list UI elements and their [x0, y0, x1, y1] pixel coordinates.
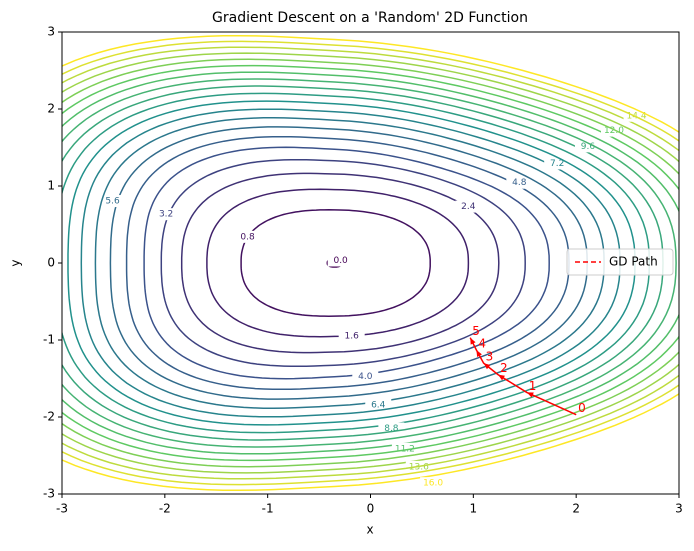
y-tick-label: 1 — [47, 179, 55, 193]
contour-label-bg — [506, 176, 533, 189]
contour-label: 4.0 — [358, 372, 373, 382]
x-tick-label: 3 — [675, 502, 683, 516]
contour-line — [62, 58, 679, 468]
gd-path — [469, 337, 577, 416]
contour-label-bg — [378, 422, 405, 435]
contour-label-bg — [574, 140, 601, 153]
gd-step-label: 3 — [486, 350, 494, 364]
plot-frame — [61, 31, 680, 495]
contour-label-bg — [153, 208, 180, 221]
gd-arrow — [476, 350, 482, 357]
gd-step-label: 4 — [478, 337, 486, 351]
contour-line — [62, 78, 677, 448]
contour-line — [62, 64, 679, 462]
gd-step-label: 0 — [578, 401, 586, 415]
y-axis-label: y — [9, 259, 23, 266]
contour-label: 1.6 — [345, 332, 360, 342]
contour-label-bg — [99, 195, 126, 208]
contour-label: 6.4 — [371, 400, 386, 410]
x-tick-label: 0 — [367, 502, 375, 516]
gd-step-label: 5 — [472, 324, 480, 338]
contour-label: 0.8 — [240, 232, 255, 242]
contour-label: 3.2 — [159, 210, 173, 220]
contour-line — [160, 158, 526, 368]
legend-box — [566, 248, 674, 276]
contour-label: 2.4 — [461, 202, 476, 212]
gd-arrow — [470, 337, 476, 345]
gd-arrow — [483, 363, 491, 370]
y-tick-label: 2 — [47, 102, 55, 116]
contour-label: 4.8 — [512, 178, 527, 188]
y-tick-label: -1 — [43, 333, 55, 347]
contour-label: 8.8 — [384, 424, 399, 434]
legend-label: GD Path — [609, 255, 658, 269]
contour-label: 0.0 — [333, 256, 348, 266]
contour-line — [180, 172, 500, 354]
contour-line — [62, 46, 679, 480]
contour-line — [62, 34, 679, 492]
x-axis-label: x — [366, 523, 373, 537]
x-tick-label: 2 — [572, 502, 580, 516]
contour-line — [62, 52, 679, 474]
contour-label-bg — [365, 398, 392, 411]
contour-line — [143, 146, 550, 380]
contour-line — [62, 92, 651, 434]
y-tick-label: 3 — [47, 25, 55, 39]
gd-arrow — [526, 392, 534, 398]
contour-label: 7.2 — [550, 159, 564, 169]
gd-step-label: 1 — [529, 379, 537, 393]
contour-line — [240, 209, 431, 317]
contour-label: 16.0 — [423, 479, 443, 489]
y-tick-label: -3 — [43, 487, 55, 501]
contour-line — [62, 71, 679, 455]
y-tick-label: 0 — [47, 256, 55, 270]
contour-label: 5.6 — [105, 197, 120, 207]
contour-label-bg — [455, 200, 482, 213]
contour-label-bg — [352, 370, 379, 383]
gd-step-label: 2 — [500, 361, 508, 375]
contour-label-bg — [391, 442, 418, 455]
contour-line — [109, 126, 588, 400]
chart-title: Gradient Descent on a 'Random' 2D Functi… — [212, 10, 528, 26]
x-tick-label: -3 — [56, 502, 68, 516]
gd-arrow — [498, 374, 505, 381]
contour-label-bg — [338, 330, 365, 343]
x-tick-label: 1 — [470, 502, 478, 516]
contour-line — [94, 116, 605, 410]
contour-layer: 0.00.81.62.43.24.04.85.66.47.28.89.611.2… — [62, 34, 679, 492]
y-tick-label: -2 — [43, 410, 55, 424]
contour-label-bg — [420, 477, 447, 490]
contour-label-bg — [327, 254, 354, 267]
contour-line — [125, 135, 570, 391]
x-tick-label: -2 — [159, 502, 171, 516]
contour-label: 12.0 — [604, 126, 624, 136]
contour-label: 9.6 — [581, 142, 596, 152]
contour-line — [80, 108, 621, 418]
contour-line — [62, 40, 679, 486]
contour-line — [206, 188, 470, 338]
contour-line — [62, 85, 664, 441]
contour-label: 13.6 — [409, 462, 429, 472]
contour-line — [67, 100, 636, 426]
contour-label-bg — [234, 230, 261, 243]
x-tick-label: -1 — [262, 502, 274, 516]
